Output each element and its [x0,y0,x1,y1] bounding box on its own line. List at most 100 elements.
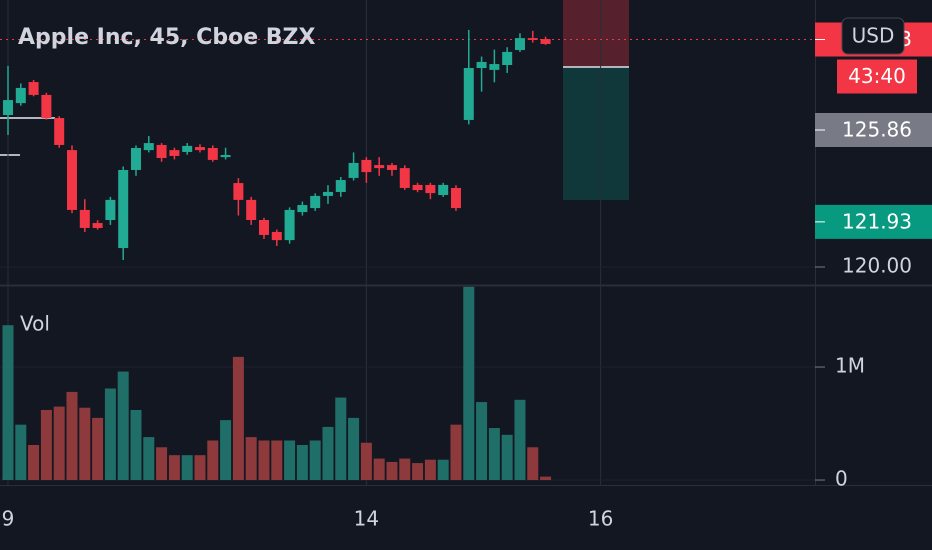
candle-body [105,199,116,221]
candle-body [271,231,282,241]
y-tick-label: 1M [835,354,865,378]
volume-bar [92,417,104,481]
volume-bar [53,406,65,481]
volume-bar [386,461,398,481]
candle-body [246,199,257,221]
target-zone [563,67,629,200]
countdown-badge [837,59,917,94]
volume-bar [168,455,180,481]
volume-bar [514,399,526,481]
candle-body [386,165,397,170]
volume-bar [360,442,372,481]
candle-body [220,155,231,158]
volume-bar [284,440,296,481]
y-tick-label: 0 [835,467,848,491]
price-badge [815,204,932,239]
candle-body [450,187,461,209]
candle-body [335,180,346,192]
volume-bar [143,437,155,481]
candle-body [194,147,205,151]
volume-bar [181,455,193,481]
volume-bar [156,447,168,481]
volume-bar [527,447,539,481]
volume-bar [450,424,462,481]
candle-body [54,118,65,145]
volume-bar [130,409,142,481]
candle-body [438,184,449,195]
candle-body [79,209,90,228]
volume-bar [66,391,78,481]
volume-bar [220,420,232,481]
candle-body [118,169,129,249]
candle-body [348,162,359,178]
candle-body [514,38,525,51]
volume-bar [322,426,334,481]
volume-bar [463,286,475,481]
candle-body [2,100,13,116]
candle-body [399,168,410,188]
candle-body [66,150,77,210]
candle-body [322,191,333,196]
volume-bar [245,437,257,481]
currency[interactable]: USD [852,24,895,48]
candle-body [527,38,538,40]
volume-bar [296,445,308,481]
candle-body [143,143,154,151]
volume-bar [348,417,360,481]
candle-body [182,145,193,152]
candle-body [374,165,385,169]
stop-zone [563,0,629,67]
candle-body [540,39,551,44]
candle-body [284,209,295,241]
volume-bar [309,440,321,481]
candle-body [233,183,244,200]
candle-body [130,147,141,170]
volume-bar [412,463,424,481]
volume-bar [437,459,449,481]
countdown: 43:40 [848,64,906,88]
volume-bar [79,407,91,481]
candle-body [15,87,26,104]
volume-bar [476,402,488,481]
candle-body [297,205,308,213]
volume-bar [15,424,27,481]
candle-body [169,150,180,156]
volume-bar [207,440,219,481]
price-badge [815,112,932,147]
candle-body [412,184,423,191]
candle-body [156,144,167,159]
volume-bar [28,445,40,481]
price-label: 125.86 [842,117,912,141]
chart-title: Apple Inc, 45, Cboe BZX [18,25,315,50]
y-tick-label: 120.00 [842,253,912,277]
x-tick-label: 9 [2,507,15,531]
candle-body [41,94,52,119]
candle-body [92,223,103,228]
volume-bar [540,476,552,481]
candle-body [207,147,218,160]
volume-bar [40,409,52,481]
volume-bar [232,356,244,481]
candle-body [425,184,436,194]
volume-bar [335,397,347,481]
volume-bar [258,440,270,481]
volume-bar [2,325,14,481]
volume-bar [104,388,116,481]
candle-body [258,220,269,235]
x-tick-label: 14 [354,507,379,531]
volume-bar [501,434,513,481]
volume-bar [399,458,411,481]
volume-bar [373,458,385,481]
volume-bar [488,428,500,481]
x-tick-label: 16 [588,507,613,531]
volume-bar [117,371,129,481]
volume-bar [424,459,436,481]
candle-body [463,68,474,120]
candle-body [489,64,500,70]
volume-bar [194,455,206,481]
pane-title: Vol [20,312,50,336]
price-label: 121.93 [842,209,912,233]
currency-button[interactable] [841,17,905,55]
candle-body [310,195,321,209]
